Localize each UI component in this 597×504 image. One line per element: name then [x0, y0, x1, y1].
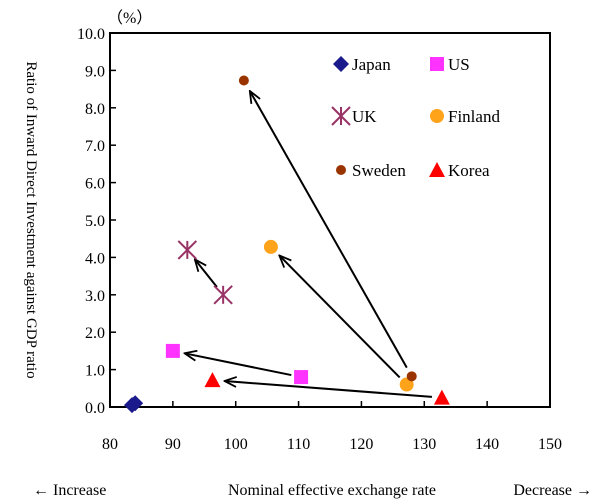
x-tick-label: 120 — [349, 436, 373, 453]
plot-area — [109, 32, 551, 408]
x-axis: 80 90 100 110 120 130 140 150 — [102, 401, 562, 453]
legend-label-finland: Finland — [448, 107, 500, 126]
y-axis-title: Ratio of Inward Direct Investment agains… — [23, 61, 39, 378]
arrows-layer — [185, 91, 432, 398]
legend-marker-uk — [331, 106, 351, 126]
y-tick-label: 1.0 — [85, 363, 105, 380]
arrow-uk — [195, 259, 218, 288]
y-tick-label: 10.0 — [77, 26, 105, 43]
y-tick-label: 7.0 — [85, 138, 105, 155]
legend-label-korea: Korea — [448, 161, 490, 180]
arrow-korea — [224, 381, 432, 398]
x-right-note: Decrease → — [513, 482, 592, 499]
legend-label-us: US — [448, 55, 470, 74]
x-tick-label: 90 — [165, 436, 181, 453]
legend-label-japan: Japan — [352, 55, 391, 74]
arrow-us — [185, 353, 292, 377]
unit-label: （%） — [107, 9, 152, 27]
y-tick-label: 9.0 — [85, 63, 105, 80]
legend-marker-finland — [430, 109, 444, 123]
y-tick-label: 0.0 — [85, 400, 105, 417]
point-korea — [433, 389, 450, 405]
y-tick-label: 3.0 — [85, 288, 105, 305]
y-axis: 0.0 1.0 2.0 3.0 4.0 5.0 6.0 7.0 8.0 9.0 10.0 — [77, 26, 116, 417]
arrow-finland — [279, 255, 401, 379]
y-tick-label: 6.0 — [85, 176, 105, 193]
point-us — [165, 343, 180, 358]
point-us — [294, 370, 309, 385]
legend-marker-sweden — [336, 165, 346, 175]
x-tick-label: 130 — [412, 436, 436, 453]
points-layer — [124, 75, 450, 414]
y-tick-label: 8.0 — [85, 101, 105, 118]
arrow-sweden — [250, 91, 408, 369]
point-uk — [213, 285, 233, 305]
point-sweden — [238, 75, 249, 86]
legend-marker-japan — [333, 56, 349, 72]
x-tick-label: 150 — [538, 436, 562, 453]
legend-label-uk: UK — [352, 107, 377, 126]
legend: Japan US UK Finland Sweden Korea — [331, 55, 500, 180]
y-tick-label: 5.0 — [85, 213, 105, 230]
x-tick-label: 110 — [287, 436, 310, 453]
y-tick-label: 2.0 — [85, 325, 105, 342]
x-left-note: ← Increase — [33, 482, 106, 499]
y-tick-label: 4.0 — [85, 250, 105, 267]
x-tick-label: 80 — [102, 436, 118, 453]
point-finland — [263, 239, 278, 254]
point-sweden — [406, 371, 417, 382]
x-axis-title: Nominal effective exchange rate — [228, 482, 436, 499]
legend-marker-korea — [429, 162, 445, 177]
legend-marker-us — [430, 57, 444, 71]
point-japan — [124, 397, 140, 414]
point-korea — [204, 372, 221, 388]
x-tick-label: 140 — [475, 436, 499, 453]
point-uk — [177, 240, 198, 260]
x-tick-label: 100 — [224, 436, 248, 453]
legend-label-sweden: Sweden — [352, 161, 406, 180]
